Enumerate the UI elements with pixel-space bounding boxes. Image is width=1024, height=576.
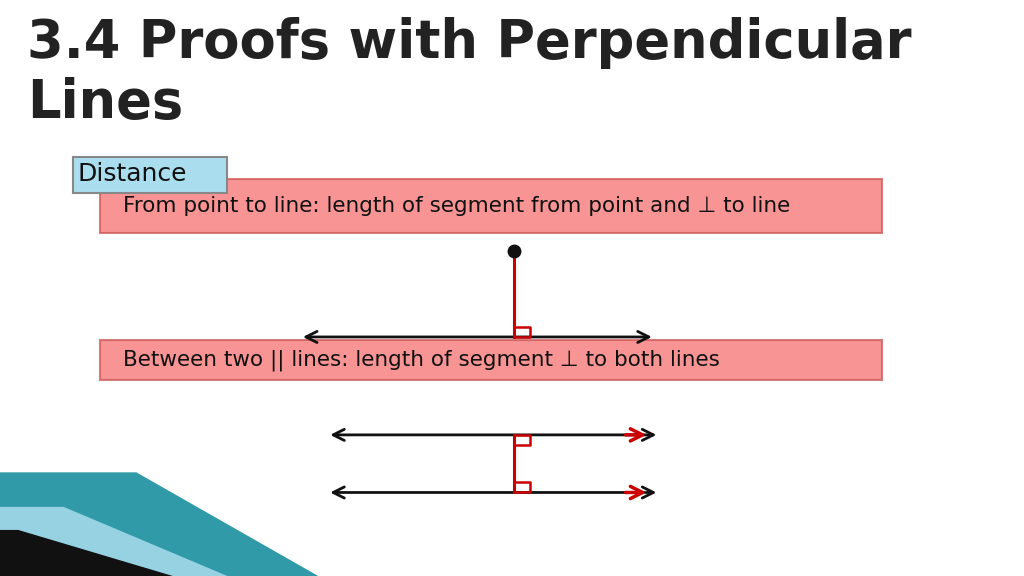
Polygon shape [0, 507, 227, 576]
Polygon shape [0, 472, 318, 576]
Bar [73, 157, 227, 193]
Polygon shape [0, 530, 173, 576]
Text: Between two || lines: length of segment ⊥ to both lines: Between two || lines: length of segment … [123, 349, 720, 371]
Bar [100, 340, 882, 380]
Text: 3.4 Proofs with Perpendicular
Lines: 3.4 Proofs with Perpendicular Lines [28, 17, 911, 130]
Bar [100, 179, 882, 233]
Text: From point to line: length of segment from point and ⊥ to line: From point to line: length of segment fr… [123, 196, 790, 215]
Text: Distance: Distance [77, 162, 186, 186]
